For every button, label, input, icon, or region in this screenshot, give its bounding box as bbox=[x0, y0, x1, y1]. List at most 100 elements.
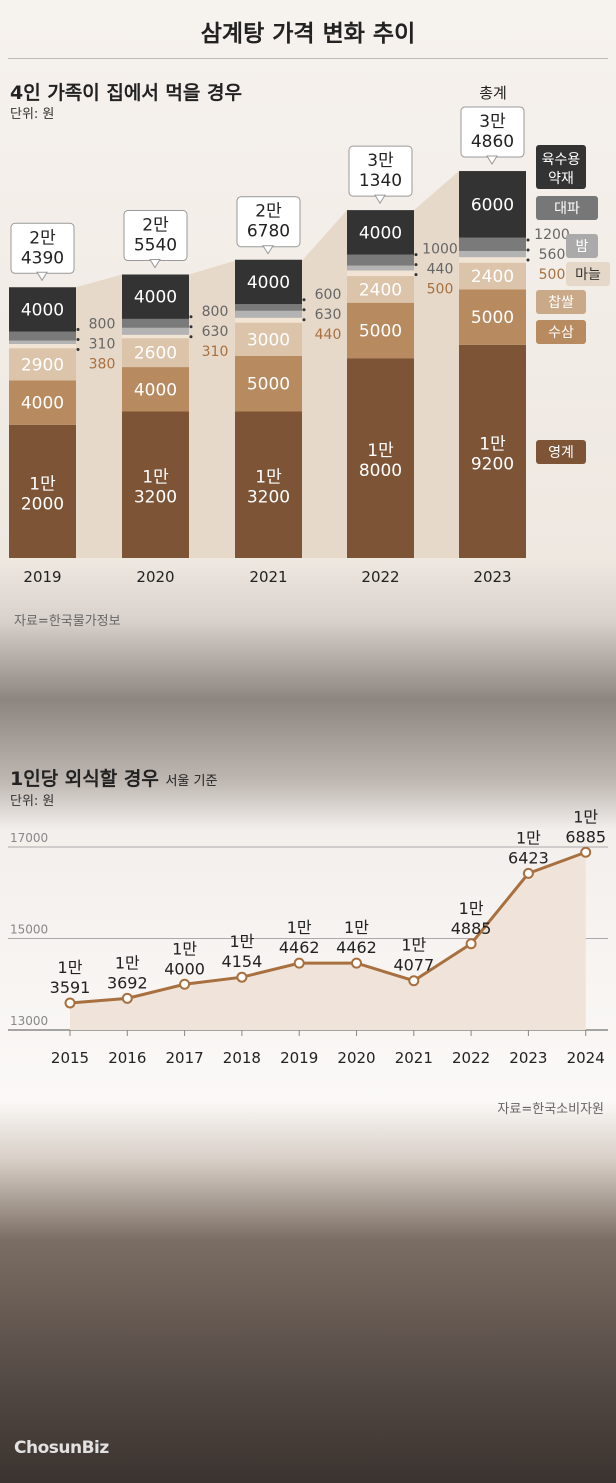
x-tick-label: 2019 bbox=[23, 568, 61, 586]
data-label: 4462 bbox=[279, 938, 320, 957]
callout-pointer bbox=[36, 271, 48, 282]
bar-value-label: 9200 bbox=[471, 454, 514, 474]
bar-value-label: 2000 bbox=[21, 494, 64, 514]
data-label: 4885 bbox=[451, 919, 492, 938]
data-point bbox=[465, 938, 477, 950]
x-tick-label: 2023 bbox=[473, 568, 511, 586]
bar-segment-대파 bbox=[9, 331, 76, 341]
legend-box-밤 bbox=[566, 234, 598, 258]
bar-segment-육수용 약재 bbox=[9, 287, 76, 332]
total-value-label: 6780 bbox=[247, 222, 290, 242]
page-title: 삼계탕 가격 변화 추이 bbox=[200, 21, 416, 47]
data-label: 1만 bbox=[516, 828, 541, 847]
bar-segment-영계 bbox=[235, 411, 302, 558]
callout-pointer bbox=[486, 155, 498, 165]
bar-value-label: 3200 bbox=[247, 488, 290, 508]
x-tick-label: 2022 bbox=[452, 1049, 490, 1067]
data-label: 6885 bbox=[565, 827, 606, 846]
small-value-label-마늘: 380 bbox=[89, 357, 116, 373]
data-label: 4154 bbox=[222, 952, 263, 971]
y-tick-label: 13000 bbox=[10, 1014, 48, 1028]
leader-dot bbox=[414, 263, 418, 267]
bar-value-label: 1만 bbox=[142, 468, 169, 488]
line-chart-subtitle: 서울 기준 bbox=[165, 774, 218, 789]
data-point bbox=[64, 997, 76, 1009]
data-label: 1만 bbox=[459, 899, 484, 918]
small-value-label-밤: 630 bbox=[202, 324, 229, 340]
small-value-label-밤: 310 bbox=[89, 337, 116, 353]
total-value-label: 4860 bbox=[471, 132, 514, 152]
bar-segment-대파 bbox=[459, 237, 526, 251]
x-tick-label: 2015 bbox=[51, 1049, 89, 1067]
bar-segment-밤 bbox=[459, 250, 526, 258]
small-value-label-대파: 800 bbox=[202, 304, 229, 320]
leader-dot bbox=[302, 308, 306, 312]
small-value-label-마늘: 500 bbox=[427, 282, 454, 298]
data-point bbox=[236, 971, 248, 983]
bar-segment-수삼 bbox=[347, 302, 414, 359]
bar-segment-육수용 약재 bbox=[459, 171, 526, 238]
bar-value-label: 4000 bbox=[21, 394, 64, 414]
data-point bbox=[522, 867, 534, 879]
total-value-label: 2만 bbox=[142, 216, 169, 236]
x-tick-label: 2017 bbox=[166, 1049, 204, 1067]
line-chart-source: 자료=한국소비자원 bbox=[497, 1102, 604, 1117]
leader-dot bbox=[76, 348, 80, 352]
leader-dot bbox=[189, 335, 193, 339]
bar-value-label: 1만 bbox=[29, 474, 56, 494]
x-tick-label: 2021 bbox=[395, 1049, 433, 1067]
bar-value-label: 4000 bbox=[21, 300, 64, 320]
bar-value-label: 4000 bbox=[134, 288, 177, 308]
small-value-label-마늘: 310 bbox=[202, 344, 229, 360]
data-label: 1만 bbox=[172, 939, 197, 958]
line-series bbox=[69, 850, 587, 1005]
bar-segment-대파 bbox=[122, 318, 189, 328]
bar-segment-영계 bbox=[347, 358, 414, 558]
legend-label: 약재 bbox=[548, 171, 574, 187]
bar-segment-찹쌀 bbox=[347, 276, 414, 303]
leader-dot bbox=[526, 238, 530, 242]
bar-value-label: 5000 bbox=[247, 375, 290, 395]
data-label: 3591 bbox=[50, 978, 91, 997]
total-value-label: 4390 bbox=[21, 248, 64, 268]
total-value-label: 5540 bbox=[134, 236, 177, 256]
x-tick-label: 2024 bbox=[567, 1049, 605, 1067]
data-point bbox=[293, 957, 305, 969]
x-tick-label: 2016 bbox=[108, 1049, 146, 1067]
leader-dot bbox=[189, 325, 193, 329]
small-value-label-밤: 440 bbox=[427, 262, 454, 278]
small-value-label-대파: 600 bbox=[315, 287, 342, 303]
bar-segment-마늘 bbox=[347, 270, 414, 277]
small-value-label-대파: 1200 bbox=[534, 227, 570, 243]
bar-segment-영계 bbox=[122, 411, 189, 558]
data-point bbox=[351, 957, 362, 969]
bar-value-label: 4000 bbox=[134, 380, 177, 400]
total-value-label: 1340 bbox=[359, 171, 402, 191]
leader-dot bbox=[76, 328, 80, 332]
bar-segment-찹쌀 bbox=[235, 322, 302, 356]
x-tick-label: 2021 bbox=[249, 568, 287, 586]
x-tick-label: 2019 bbox=[280, 1049, 318, 1067]
data-label: 4462 bbox=[336, 938, 377, 957]
bar-segment-대파 bbox=[235, 304, 302, 311]
line-chart-title-text: 1인당 외식할 경우 bbox=[10, 768, 159, 790]
leader-dot bbox=[76, 338, 80, 342]
total-value-label: 2만 bbox=[29, 228, 56, 248]
data-point bbox=[121, 992, 133, 1004]
bar-segment-대파 bbox=[347, 254, 414, 266]
bar-segment-육수용 약재 bbox=[122, 274, 189, 319]
leader-dot bbox=[189, 315, 193, 319]
leader-dot bbox=[414, 253, 418, 257]
bar-segment-수삼 bbox=[122, 367, 189, 412]
small-value-label-마늘: 440 bbox=[315, 327, 342, 343]
legend-label: 찹쌀 bbox=[548, 295, 574, 311]
data-point bbox=[408, 975, 420, 987]
data-label: 4077 bbox=[393, 956, 434, 975]
data-label: 1만 bbox=[401, 936, 426, 955]
leader-dot bbox=[414, 273, 418, 277]
bar-segment-육수용 약재 bbox=[347, 210, 414, 255]
bar-value-label: 3200 bbox=[134, 488, 177, 508]
small-value-label-대파: 800 bbox=[89, 317, 116, 333]
chosunbiz-logo: ChosunBiz bbox=[14, 1438, 109, 1458]
